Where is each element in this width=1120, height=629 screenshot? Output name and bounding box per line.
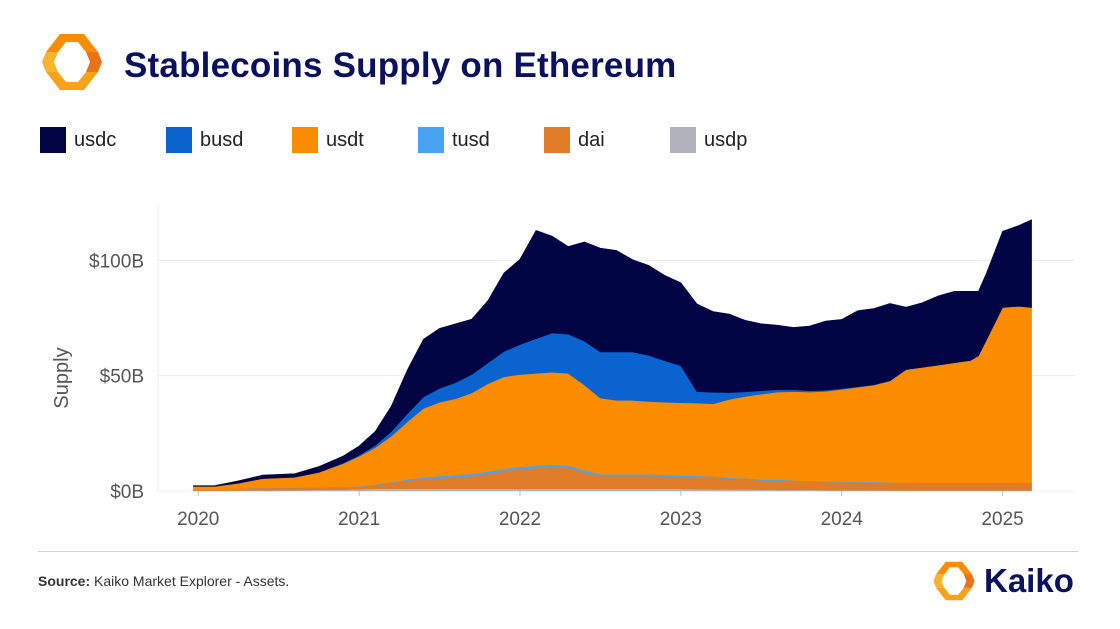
legend-item-usdp[interactable]: usdp [670,126,747,154]
legend-label-usdt: usdt [326,128,364,151]
brand-name: Kaiko [984,562,1074,599]
legend-item-usdt[interactable]: usdt [292,126,364,154]
legend-item-busd[interactable]: busd [166,126,243,154]
y-tick-label: $0B [110,482,144,503]
legend-swatch-tusd [418,127,444,153]
x-tick-label: 2021 [338,509,380,530]
legend-label-usdc: usdc [74,128,117,151]
x-tick-label: 2024 [821,509,864,530]
area-series-usdc [193,219,1032,487]
source-note: Source: Kaiko Market Explorer - Assets. [38,573,289,589]
y-tick-label: $50B [100,367,144,388]
source-text: Kaiko Market Explorer - Assets. [90,573,290,589]
kaiko-brand-icon [933,561,975,601]
x-tick-label: 2023 [660,509,702,530]
x-tick-label: 2025 [981,509,1023,530]
brand-logo: Kaiko [932,560,1074,602]
legend-swatch-usdt [292,127,318,153]
legend-label-busd: busd [200,128,244,151]
page-title: Stablecoins Supply on Ethereum [124,46,677,85]
legend-item-dai[interactable]: dai [544,126,605,154]
legend-label-usdp: usdp [704,128,748,151]
legend-swatch-usdc [40,127,66,153]
kaiko-logo-icon [42,34,102,90]
legend-item-usdc[interactable]: usdc [40,126,116,154]
y-tick-label: $100B [89,251,144,272]
legend-label-tusd: tusd [452,128,490,151]
x-tick-label: 2020 [177,509,219,530]
x-tick-label: 2022 [499,509,541,530]
legend-swatch-usdp [670,127,696,153]
y-axis-title: Supply [51,347,73,408]
legend-label-dai: dai [578,128,605,151]
legend-swatch-dai [544,127,570,153]
source-label: Source: [38,573,91,589]
legend-item-tusd[interactable]: tusd [418,126,490,154]
footer-divider [38,551,1078,552]
legend-swatch-busd [166,127,192,153]
